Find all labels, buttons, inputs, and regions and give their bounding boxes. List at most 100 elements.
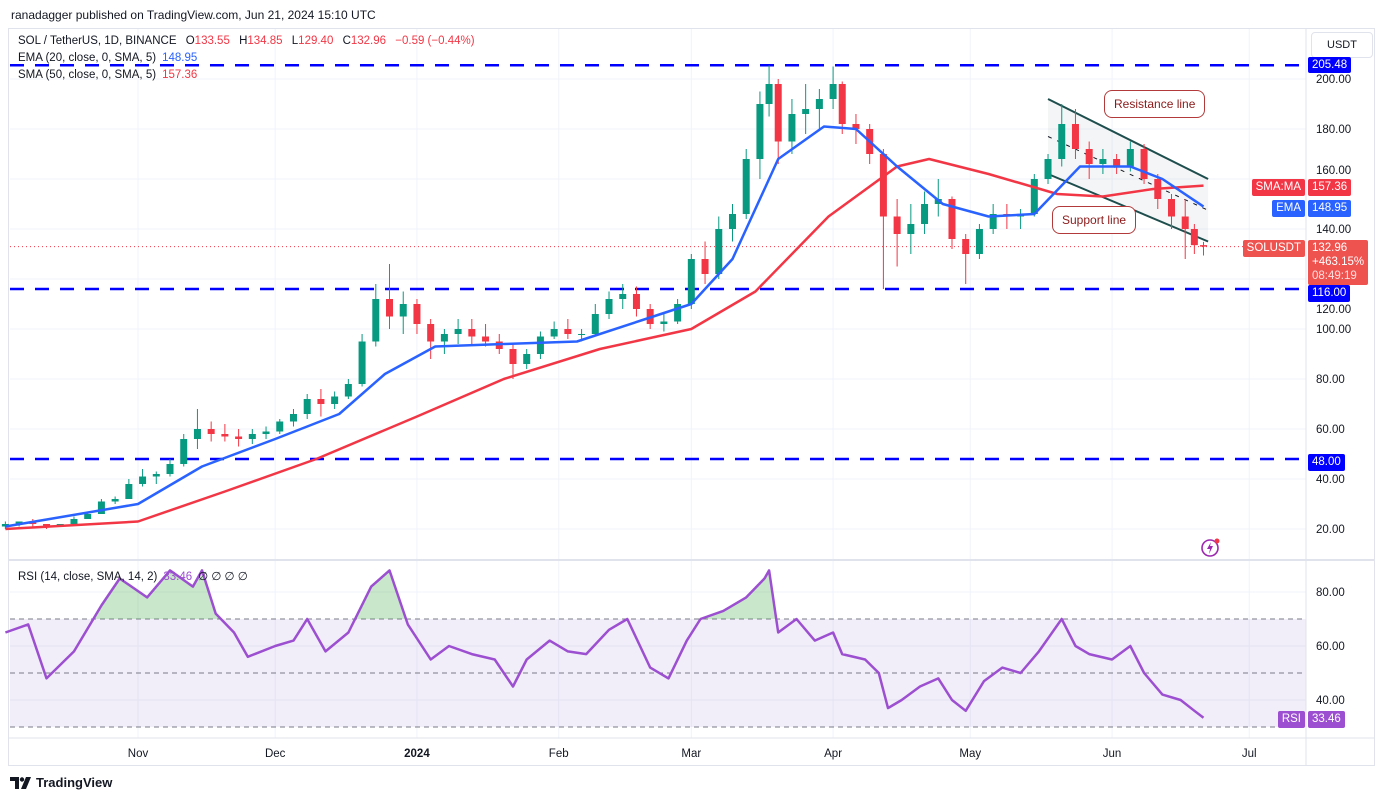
candle-body (15, 521, 23, 524)
candle-body (482, 336, 490, 342)
candle-body (660, 321, 668, 324)
time-tick-label: Dec (265, 748, 286, 760)
candle-body (523, 354, 531, 364)
close-label: C (342, 35, 351, 47)
open-label: O (185, 35, 195, 47)
candle-body (125, 484, 133, 499)
resistance-line[interactable] (1047, 98, 1209, 180)
time-tick-label: Mar (681, 748, 701, 760)
candle-body (550, 329, 558, 337)
open-value: 133.55 (194, 35, 230, 47)
candle-body (1071, 124, 1079, 149)
tradingview-logo[interactable]: TradingView (10, 775, 112, 790)
price-tick-label: 180.00 (1316, 124, 1351, 136)
candle-body (815, 99, 823, 109)
close-value: 132.96 (350, 35, 387, 47)
low-label: L (291, 35, 299, 47)
symbol-name-tag: SOLUSDT (1242, 240, 1305, 257)
low-value: 129.40 (298, 35, 334, 47)
candle-body (344, 384, 352, 397)
candle-body (1058, 124, 1066, 159)
sma-legend-label: SMA (50, close, 0, SMA, 5) (18, 69, 157, 81)
candle-body (564, 329, 572, 334)
candle-body (193, 429, 201, 439)
candle-body (715, 229, 723, 274)
candle-body (468, 329, 476, 337)
candle-body (1113, 159, 1121, 167)
candle-body (331, 396, 339, 404)
candle-body (413, 304, 421, 324)
candle-body (701, 259, 709, 274)
candle-body (221, 434, 229, 437)
candle-body (948, 199, 956, 239)
candle-body (674, 304, 682, 322)
time-tick-label: May (959, 748, 981, 760)
candle-body (838, 84, 846, 124)
candle-body (1126, 149, 1134, 167)
candle-body (97, 501, 105, 514)
candle-body (276, 421, 284, 432)
candle-body (921, 204, 929, 224)
candle-body (742, 159, 750, 214)
candle-body (303, 399, 311, 414)
price-tag: 132.96 +463.15% 08:49:19 (1308, 240, 1369, 285)
rsi-legend-extra: ∅ ∅ ∅ ∅ (198, 571, 248, 583)
candle-body (509, 349, 517, 364)
rsi-legend-label: RSI (14, close, SMA, 14, 2) (18, 571, 158, 583)
rsi-tick-label: 40.00 (1316, 695, 1345, 707)
price-tick-label: 160.00 (1316, 165, 1351, 177)
rsi-value-tag: 33.46 (1308, 711, 1345, 728)
candle-body (386, 299, 394, 317)
candle-body (687, 259, 695, 304)
candle-body (1140, 149, 1148, 179)
candle-body (802, 109, 810, 114)
rsi-line[interactable] (4, 569, 1205, 719)
time-tick-label: Jul (1242, 748, 1257, 760)
candle-body (1190, 229, 1198, 246)
time-tick-label: Jun (1103, 748, 1122, 760)
candle-body (454, 329, 462, 334)
candle-body (619, 294, 627, 299)
currency-button[interactable]: USDT (1311, 32, 1373, 58)
candle-body (852, 124, 860, 129)
support-line-note[interactable]: Support line (1052, 206, 1137, 234)
resistance-line-note[interactable]: Resistance line (1104, 90, 1206, 118)
candle-body (907, 224, 915, 234)
sma-legend[interactable]: SMA (50, close, 0, SMA, 5) 157.36 (18, 69, 203, 81)
ema-name-tag: EMA (1272, 200, 1305, 217)
candle-body (289, 414, 297, 422)
candle-body (632, 294, 640, 309)
change-value: −0.59 (−0.44%) (395, 35, 475, 47)
time-tick-label: Apr (824, 748, 842, 760)
lightning-alert-icon[interactable] (1200, 536, 1222, 558)
candle-body (358, 341, 366, 384)
rsi-overbought-fill (10, 570, 1204, 619)
ema-20-line[interactable] (5, 125, 1205, 528)
candle-body (962, 239, 970, 254)
candle-body (578, 334, 586, 335)
rsi-tick-label: 80.00 (1316, 587, 1345, 599)
candle-body (829, 84, 837, 99)
candle-body (1200, 245, 1208, 247)
level-tag-205: 205.48 (1308, 57, 1352, 73)
candle-body (975, 229, 983, 254)
ema-legend-label: EMA (20, close, 0, SMA, 5) (18, 52, 157, 64)
main-legend: SOL / TetherUS, 1D, BINANCE O133.55 H134… (18, 35, 481, 47)
candle-body (536, 336, 544, 354)
rsi-legend[interactable]: RSI (14, close, SMA, 14, 2) 33.46 ∅ ∅ ∅ ∅ (18, 569, 254, 583)
candle-body (1044, 159, 1052, 179)
candle-body (765, 84, 773, 104)
ema-legend[interactable]: EMA (20, close, 0, SMA, 5) 148.95 (18, 52, 203, 64)
price-tick-label: 40.00 (1316, 474, 1345, 486)
candle-body (728, 214, 736, 229)
candle-body (152, 474, 160, 477)
candle-body (1099, 159, 1107, 164)
ema-legend-value: 148.95 (162, 52, 198, 64)
price-tick-label: 140.00 (1316, 224, 1351, 236)
tradingview-logo-icon (10, 776, 31, 789)
candle-body (427, 324, 435, 342)
sma-50-line[interactable] (5, 157, 1204, 531)
price-tick-label: 120.00 (1316, 304, 1351, 316)
time-tick-label: Nov (128, 748, 149, 760)
